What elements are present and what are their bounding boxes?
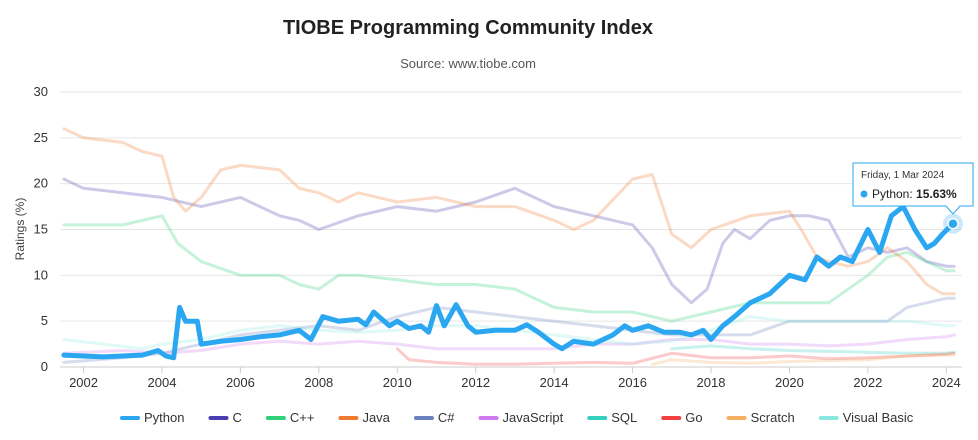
legend-label: Python <box>144 410 184 425</box>
y-tick-label: 10 <box>34 267 48 282</box>
tooltip-box <box>852 162 974 215</box>
x-tick-label: 2020 <box>775 375 804 390</box>
x-tick-label: 2002 <box>69 375 98 390</box>
legend-label: Go <box>685 410 702 425</box>
tooltip-value-line: Python: 15.63% <box>872 187 957 201</box>
x-tick-label: 2008 <box>304 375 333 390</box>
series-line-go <box>395 347 956 366</box>
legend-item-cpp[interactable]: C++ <box>265 410 315 425</box>
x-tick-label: 2006 <box>226 375 255 390</box>
tooltip-value: 15.63% <box>916 187 957 201</box>
legend-item-c[interactable]: C <box>208 410 242 425</box>
hover-marker-layer <box>942 213 963 234</box>
legend: Python C C++ Java C# JavaScript SQL Go Scratch Vi… <box>120 410 914 425</box>
x-tick-label: 2014 <box>540 375 569 390</box>
chart-title: TIOBE Programming Community Index <box>283 17 653 39</box>
x-tick-label: 2024 <box>932 375 961 390</box>
x-tick-label: 2018 <box>697 375 726 390</box>
series-layer <box>61 127 956 366</box>
tooltip-colon: : <box>909 187 916 201</box>
tooltip-series-dot <box>860 190 868 198</box>
tooltip: Friday, 1 Mar 2024 Python: 15.63% <box>852 162 974 215</box>
series-line-javascript <box>62 333 956 355</box>
legend-item-javascript[interactable]: JavaScript <box>478 410 564 425</box>
y-axis-title: Ratings (%) <box>13 198 27 261</box>
x-tick-label: 2016 <box>618 375 647 390</box>
legend-label: Scratch <box>751 410 795 425</box>
legend-item-visualbasic[interactable]: Visual Basic <box>818 410 914 425</box>
legend-label: C# <box>438 410 455 425</box>
legend-item-csharp[interactable]: C# <box>413 410 455 425</box>
tooltip-series-name: Python <box>872 187 909 201</box>
legend-item-scratch[interactable]: Scratch <box>726 410 795 425</box>
series-line-cpp <box>62 214 956 323</box>
series-line-java <box>62 127 956 296</box>
legend-item-python[interactable]: Python <box>120 410 184 425</box>
series-line-c <box>62 177 956 305</box>
y-tick-label: 25 <box>34 130 48 145</box>
x-tick-label: 2004 <box>148 375 177 390</box>
legend-label: C <box>232 410 241 425</box>
series-line-sql <box>670 344 956 355</box>
y-tick-label: 20 <box>34 176 48 191</box>
legend-item-go[interactable]: Go <box>661 410 703 425</box>
chart-subtitle: Source: www.tiobe.com <box>400 56 536 71</box>
legend-label: JavaScript <box>503 410 564 425</box>
x-tick-label: 2022 <box>853 375 882 390</box>
legend-label: Java <box>362 410 390 425</box>
y-tick-label: 0 <box>41 359 48 374</box>
x-tick-label: 2010 <box>383 375 412 390</box>
gridlines <box>60 91 962 322</box>
legend-item-sql[interactable]: SQL <box>587 410 637 425</box>
series-line-csharp <box>62 296 956 364</box>
legend-label: C++ <box>290 410 315 425</box>
tooltip-date: Friday, 1 Mar 2024 <box>861 170 945 181</box>
hover-point <box>947 217 959 230</box>
legend-item-java[interactable]: Java <box>338 410 391 425</box>
legend-label: SQL <box>611 410 637 425</box>
x-tick-label: 2012 <box>461 375 490 390</box>
y-tick-label: 15 <box>34 222 48 237</box>
x-axis-ticks: 2002 2004 2006 2008 2010 2012 2014 2016 2018 2020… <box>69 367 961 390</box>
y-axis-ticks: 0 5 10 15 20 25 30 <box>34 84 48 374</box>
series-line-python <box>61 204 956 361</box>
y-tick-label: 5 <box>41 313 48 328</box>
legend-label: Visual Basic <box>843 410 914 425</box>
series-line-scratch <box>650 353 956 366</box>
y-tick-label: 30 <box>34 84 48 99</box>
